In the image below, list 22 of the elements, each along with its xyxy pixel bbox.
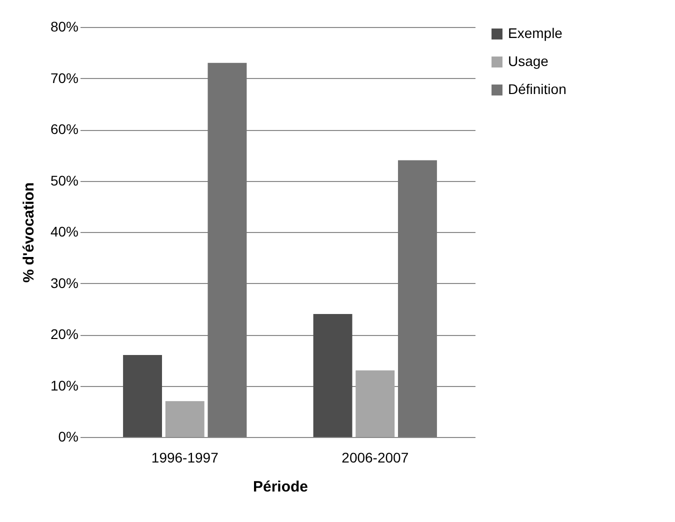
y-tick-label: 70%: [50, 70, 78, 86]
y-tick-label: 50%: [50, 172, 78, 188]
y-tick-label: 10%: [50, 377, 78, 394]
y-axis-title: % d'évocation: [20, 182, 38, 283]
legend-label: Usage: [508, 53, 549, 69]
bar: [398, 160, 437, 437]
y-tick-label: 80%: [50, 18, 78, 34]
y-tick-label: 40%: [50, 224, 78, 240]
y-tick-label: 60%: [50, 121, 78, 137]
bar: [208, 62, 247, 437]
x-tick-label: 1996-1997: [151, 450, 219, 466]
x-tick-label: 2006-2007: [342, 450, 409, 466]
x-axis-title: Période: [252, 478, 308, 496]
bar: [165, 401, 204, 437]
bar: [313, 314, 352, 437]
y-tick-label: 30%: [50, 274, 78, 291]
legend-label: Exemple: [508, 25, 563, 41]
legend-label: Définition: [508, 81, 566, 97]
bar: [356, 370, 395, 437]
y-tick-label: 20%: [50, 326, 78, 342]
y-tick-label: 0%: [58, 428, 78, 444]
bar: [123, 355, 162, 437]
